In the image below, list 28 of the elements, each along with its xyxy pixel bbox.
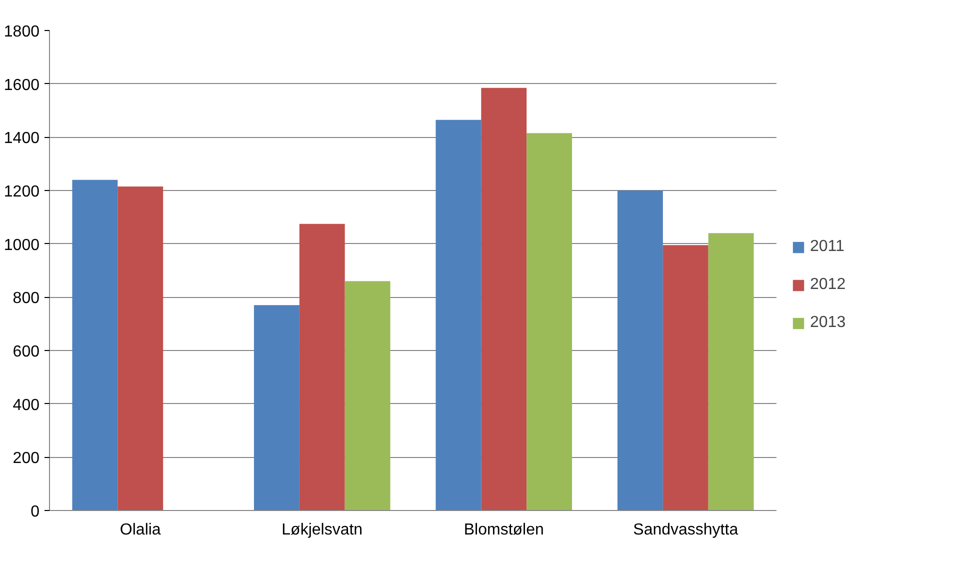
legend-label: 2011 — [810, 238, 844, 256]
bar — [662, 245, 708, 510]
legend-label: 2013 — [810, 314, 846, 332]
y-tick-label: 0 — [30, 504, 40, 520]
y-tick-label: 600 — [12, 344, 40, 360]
x-tick-label: Olalia — [120, 522, 161, 538]
y-tick-label: 1000 — [4, 236, 40, 254]
y-tick-label: 400 — [12, 396, 40, 414]
bar — [344, 281, 390, 510]
bar — [254, 305, 300, 510]
x-tick-label: Sandvasshytta — [633, 522, 738, 538]
y-tick-label: 1800 — [4, 24, 40, 40]
bar — [481, 88, 527, 510]
bar — [72, 180, 118, 510]
y-tick-label: 1200 — [4, 184, 40, 200]
bar — [118, 186, 164, 510]
y-tick-label: 1600 — [4, 76, 40, 94]
bar — [617, 190, 663, 510]
bar — [708, 233, 754, 510]
y-tick-label: 1400 — [4, 130, 40, 148]
x-tick-label: Løkjelsvatn — [282, 522, 363, 538]
y-tick-label: 200 — [12, 450, 40, 468]
bar — [299, 224, 345, 510]
legend-label: 2012 — [810, 276, 846, 294]
x-tick-label: Blomstølen — [464, 522, 544, 538]
y-tick-label: 800 — [12, 290, 40, 308]
bar — [526, 133, 572, 510]
bar — [436, 120, 482, 510]
